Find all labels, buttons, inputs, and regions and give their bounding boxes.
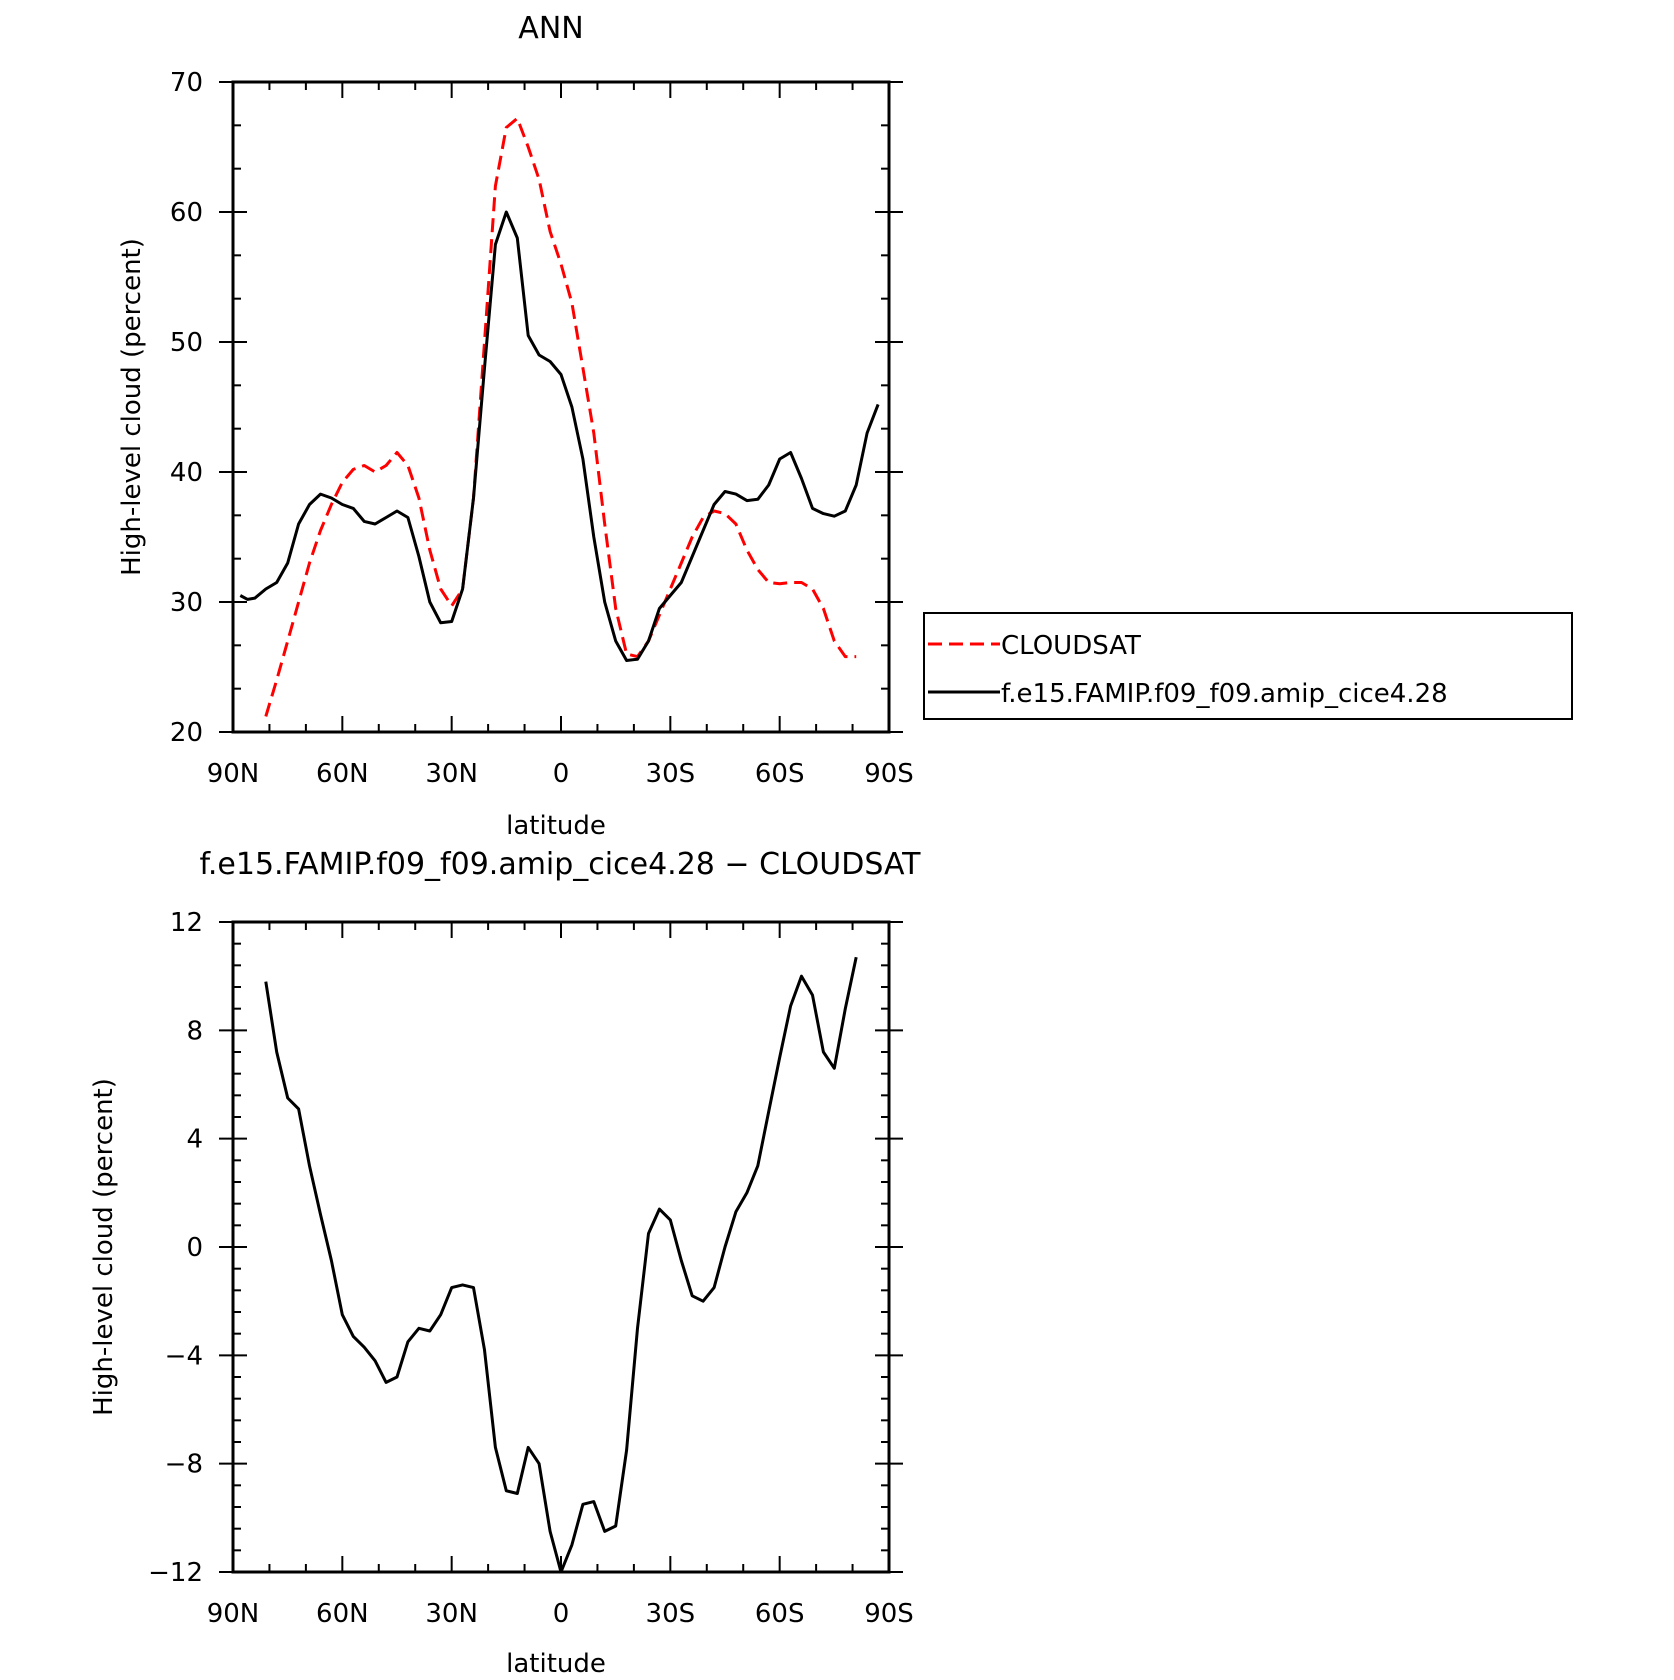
- y-tick-label: 0: [186, 1233, 203, 1263]
- x-tick-label: 0: [553, 759, 570, 789]
- y-tick-label: 50: [170, 328, 203, 358]
- y-tick-label: 60: [170, 198, 203, 228]
- x-tick-label: 90N: [207, 1599, 260, 1629]
- legend: CLOUDSAT f.e15.FAMIP.f09_f09.amip_cice4.…: [923, 612, 1573, 720]
- x-tick-label: 0: [553, 1599, 570, 1629]
- x-tick-labels: 90N 60N 30N 0 30S 60S 90S: [207, 759, 914, 789]
- x-tick-label: 90S: [864, 1599, 914, 1629]
- chart-difference: f.e15.FAMIP.f09_f09.amip_cice4.28 − CLOU…: [89, 847, 921, 1679]
- y-tick-label: 4: [186, 1125, 203, 1155]
- axis-ticks: [219, 81, 903, 733]
- y-tick-label: 70: [170, 68, 203, 98]
- y-tick-label: 40: [170, 458, 203, 488]
- series-line-cloudsat: [264, 116, 857, 717]
- x-tick-label: 90S: [864, 759, 914, 789]
- x-tick-label: 30S: [646, 759, 696, 789]
- series-line-f-e15-famip-f09-f09-amip-cice4-28: [239, 210, 880, 662]
- x-tick-label: 60N: [316, 1599, 369, 1629]
- y-tick-labels: 12 8 4 0 −4 −8 −12: [148, 908, 203, 1588]
- x-tick-labels: 90N 60N 30N 0 30S 60S 90S: [207, 1599, 914, 1629]
- chart-title: f.e15.FAMIP.f09_f09.amip_cice4.28 − CLOU…: [200, 847, 922, 882]
- x-tick-label: 30N: [425, 759, 478, 789]
- legend-label-model: f.e15.FAMIP.f09_f09.amip_cice4.28: [1001, 679, 1448, 709]
- series-lines: [239, 116, 880, 717]
- x-tick-label: 30N: [425, 1599, 478, 1629]
- y-axis-label: High-level cloud (percent): [117, 238, 147, 576]
- plot-frame: [231, 920, 891, 1574]
- legend-label-cloudsat: CLOUDSAT: [1001, 631, 1141, 661]
- axis-ticks: [219, 921, 903, 1573]
- y-tick-label: 8: [186, 1016, 203, 1046]
- x-axis-label: latitude: [506, 811, 606, 841]
- y-tick-label: −8: [165, 1450, 203, 1480]
- y-tick-label: −12: [148, 1558, 203, 1588]
- x-tick-label: 60N: [316, 759, 369, 789]
- chart-ann: ANN 90N 60N 30N 0 30S 60S 90S 20 30 40 50 60 70 lat…: [117, 11, 914, 841]
- x-tick-label: 30S: [646, 1599, 696, 1629]
- y-axis-label: High-level cloud (percent): [89, 1078, 119, 1416]
- series-line-difference: [264, 956, 858, 1574]
- x-tick-label: 60S: [755, 759, 805, 789]
- y-tick-labels: 20 30 40 50 60 70: [170, 68, 203, 748]
- x-tick-label: 60S: [755, 1599, 805, 1629]
- legend-box: [923, 612, 1573, 720]
- y-tick-label: 30: [170, 588, 203, 618]
- series-lines: [264, 956, 858, 1574]
- y-tick-label: 12: [170, 908, 203, 938]
- chart-title: ANN: [518, 11, 583, 46]
- x-axis-label: latitude: [506, 1649, 606, 1679]
- y-tick-label: 20: [170, 718, 203, 748]
- x-tick-label: 90N: [207, 759, 260, 789]
- plot-frame: [231, 80, 891, 734]
- y-tick-label: −4: [165, 1341, 203, 1371]
